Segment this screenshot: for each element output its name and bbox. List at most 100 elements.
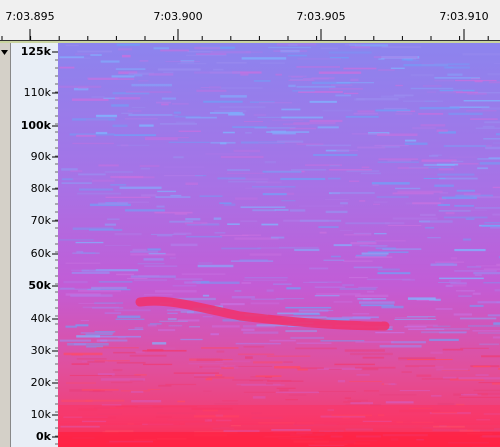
track-control[interactable] [0, 43, 10, 447]
texture-streak [339, 244, 369, 246]
time-ruler[interactable] [0, 0, 500, 40]
texture-streak [115, 68, 146, 70]
texture-streak [283, 361, 293, 363]
texture-streak [125, 209, 165, 212]
texture-streak [167, 312, 178, 314]
texture-streak [251, 416, 284, 420]
texture-streak [367, 251, 409, 254]
texture-streak [285, 330, 317, 333]
texture-streak [363, 389, 380, 392]
texture-streak [234, 237, 279, 240]
texture-streak [470, 118, 498, 120]
texture-streak [439, 91, 473, 94]
texture-streak [216, 350, 225, 353]
texture-streak [343, 234, 372, 236]
texture-streak [138, 80, 149, 82]
texture-streak [357, 298, 387, 300]
track-menu-arrow[interactable] [1, 50, 8, 55]
texture-streak [349, 180, 360, 182]
texture-streak [449, 378, 485, 381]
texture-streak [376, 196, 409, 198]
texture-streak [63, 352, 103, 356]
texture-streak [385, 222, 405, 225]
texture-streak [165, 383, 197, 386]
texture-streak [451, 160, 464, 163]
texture-streak [496, 301, 500, 304]
texture-streak [450, 257, 458, 260]
texture-streak [237, 353, 275, 356]
texture-streak [355, 341, 394, 343]
texture-streak [314, 286, 346, 288]
texture-streak [264, 376, 273, 378]
texture-streak [323, 259, 345, 261]
texture-streak [353, 232, 372, 235]
texture-streak [467, 92, 487, 95]
texture-streak [459, 429, 481, 432]
texture-streak [286, 287, 301, 290]
texture-streak [407, 420, 450, 423]
texture-streak [420, 213, 436, 217]
texture-streak [241, 234, 261, 236]
texture-streak [134, 327, 144, 330]
texture-streak [493, 322, 500, 325]
frequency-label: 50k [28, 279, 51, 292]
texture-streak [156, 101, 172, 104]
texture-streak [361, 304, 394, 307]
texture-streak [220, 87, 263, 89]
texture-streak [75, 241, 104, 244]
texture-streak [76, 335, 101, 338]
texture-streak [438, 210, 471, 212]
texture-streak [467, 325, 500, 327]
texture-streak [339, 288, 377, 290]
texture-streak [356, 97, 399, 101]
texture-streak [256, 324, 294, 327]
texture-streak [271, 429, 311, 431]
texture-streak [349, 380, 382, 382]
texture-streak [127, 110, 142, 112]
texture-streak [92, 390, 105, 392]
texture-streak [434, 77, 480, 79]
texture-streak [384, 383, 395, 385]
texture-streak [213, 217, 222, 220]
texture-streak [85, 399, 125, 402]
texture-streak [313, 153, 358, 157]
texture-streak [78, 173, 106, 176]
frequency-ruler[interactable] [10, 43, 58, 447]
texture-streak [201, 347, 239, 349]
texture-streak [77, 50, 113, 53]
texture-streak [374, 232, 387, 235]
texture-streak [223, 203, 236, 206]
texture-streak [194, 373, 222, 377]
texture-streak [71, 98, 109, 101]
texture-streak [118, 71, 138, 74]
texture-streak [423, 177, 446, 179]
texture-streak [347, 399, 368, 402]
texture-streak [387, 426, 416, 428]
texture-streak [445, 285, 453, 287]
texture-streak [436, 368, 469, 371]
texture-streak [299, 205, 344, 207]
texture-streak [495, 133, 500, 136]
texture-streak [404, 139, 417, 142]
texture-streak [95, 335, 142, 338]
texture-streak [281, 199, 296, 202]
texture-streak [137, 262, 165, 265]
texture-streak [330, 84, 353, 86]
texture-streak [355, 44, 389, 47]
texture-streak [200, 87, 210, 89]
texture-streak [469, 304, 484, 307]
texture-streak [475, 374, 489, 376]
texture-streak [380, 95, 405, 98]
texture-streak [459, 396, 500, 398]
texture-streak [297, 368, 308, 371]
texture-streak [228, 113, 245, 116]
texture-streak [226, 172, 265, 174]
texture-streak [273, 283, 292, 285]
texture-streak [111, 104, 129, 107]
texture-streak [147, 389, 161, 391]
texture-streak [445, 212, 455, 215]
texture-streak [317, 126, 339, 129]
texture-streak [252, 396, 266, 399]
texture-streak [77, 86, 88, 89]
texture-streak [434, 63, 470, 66]
